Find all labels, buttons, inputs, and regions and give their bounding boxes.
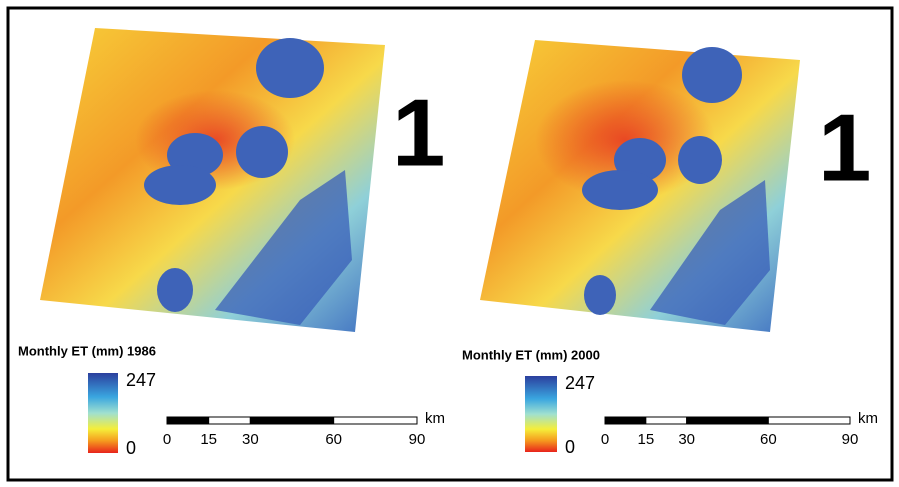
legend-max: 247 <box>565 373 595 393</box>
scale-tick-label: 60 <box>760 431 777 448</box>
lake <box>236 126 288 178</box>
scale-segment <box>605 417 646 424</box>
scale-tick-label: 30 <box>242 431 259 448</box>
map-title: Monthly ET (mm) 2000 <box>462 347 600 362</box>
scale-unit: km <box>858 410 878 427</box>
scale-tick-label: 90 <box>409 431 426 448</box>
lake <box>584 275 616 315</box>
scale-segment <box>334 417 417 424</box>
lake <box>582 170 658 210</box>
legend-min: 0 <box>565 437 575 457</box>
scale-tick-label: 15 <box>637 431 654 448</box>
legend-max: 247 <box>126 370 156 390</box>
scale-tick-label: 60 <box>325 431 342 448</box>
scale-segment <box>250 417 333 424</box>
lake <box>157 268 193 312</box>
lake <box>682 47 742 103</box>
scale-tick-label: 0 <box>601 431 609 448</box>
lake <box>678 136 722 184</box>
panel-label: 1 <box>392 79 445 186</box>
scale-unit: km <box>425 410 445 427</box>
scale-tick-label: 0 <box>163 431 171 448</box>
lake <box>256 38 324 98</box>
scale-segment <box>687 417 769 424</box>
legend-min: 0 <box>126 438 136 458</box>
panel-label: 1 <box>818 94 871 201</box>
figure: 1 Monthly ET (mm) 1986 247 0 0 15 30 60 90 km 1 Mon… <box>0 0 899 487</box>
scale-tick-label: 90 <box>842 431 859 448</box>
scale-segment <box>646 417 687 424</box>
map-title: Monthly ET (mm) 1986 <box>18 343 156 358</box>
color-bar <box>88 373 118 453</box>
scale-segment <box>768 417 850 424</box>
scale-segment <box>167 417 209 424</box>
scale-tick-label: 15 <box>200 431 217 448</box>
scale-segment <box>209 417 251 424</box>
scale-tick-label: 30 <box>678 431 695 448</box>
lake <box>144 165 216 205</box>
color-bar <box>525 376 557 452</box>
